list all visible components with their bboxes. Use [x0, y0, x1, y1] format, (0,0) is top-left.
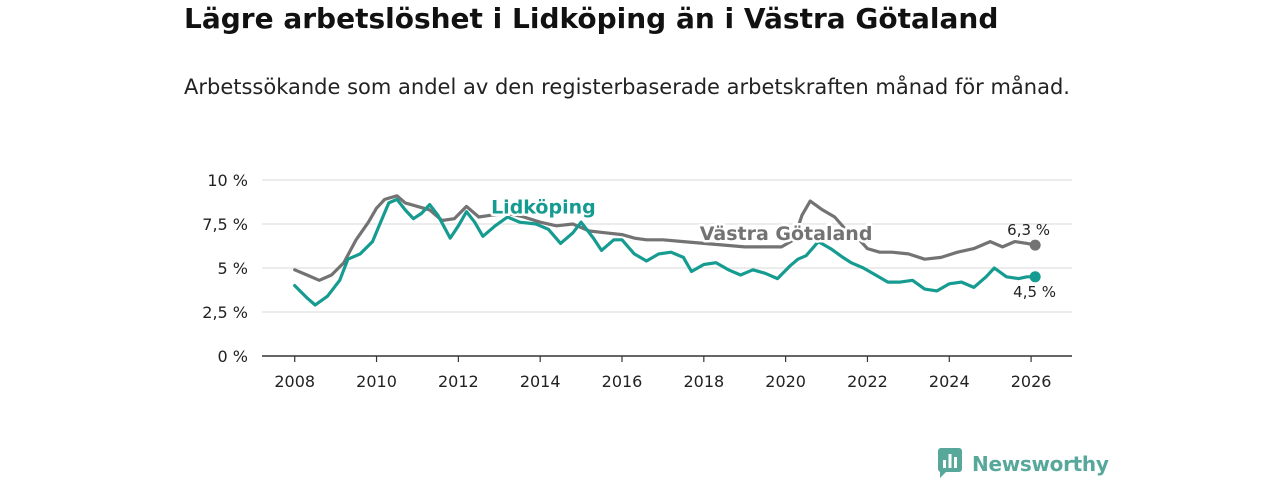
- newsworthy-icon: [938, 448, 962, 478]
- end-value-label-v-stra-g-taland: 6,3 %: [1007, 221, 1050, 239]
- series-end-point-lidk-ping: [1029, 271, 1041, 283]
- chart-subtitle: Arbetssökande som andel av den registerb…: [184, 75, 1070, 99]
- x-tick-label: 2014: [520, 372, 561, 391]
- y-tick-label: 10 %: [207, 171, 248, 190]
- y-tick-label: 0 %: [218, 347, 248, 366]
- newsworthy-logo: Newsworthy: [938, 448, 1109, 480]
- x-tick-label: 2022: [847, 372, 888, 391]
- x-tick-label: 2016: [602, 372, 643, 391]
- x-tick-label: 2020: [765, 372, 806, 391]
- y-tick-label: 2,5 %: [202, 303, 248, 322]
- x-tick-label: 2010: [356, 372, 397, 391]
- chart-title: Lägre arbetslöshet i Lidköping än i Väst…: [184, 2, 999, 35]
- x-tick-label: 2026: [1011, 372, 1052, 391]
- y-tick-label: 5 %: [218, 259, 248, 278]
- series-line-v-stra-g-taland: [293, 194, 1037, 282]
- x-tick-label: 2018: [683, 372, 724, 391]
- x-tick-label: 2008: [274, 372, 315, 391]
- series-annotation-lidk-ping: Lidköping: [491, 196, 596, 218]
- series-line-lidk-ping: [293, 197, 1037, 307]
- brand-name: Newsworthy: [972, 452, 1109, 476]
- series-annotation-v-stra-g-taland: Västra Götaland: [700, 223, 873, 245]
- x-tick-label: 2024: [929, 372, 970, 391]
- y-tick-label: 7,5 %: [202, 215, 248, 234]
- end-value-label-lidk-ping: 4,5 %: [1013, 283, 1056, 301]
- series-end-point-v-stra-g-taland: [1029, 239, 1041, 251]
- x-tick-label: 2012: [438, 372, 479, 391]
